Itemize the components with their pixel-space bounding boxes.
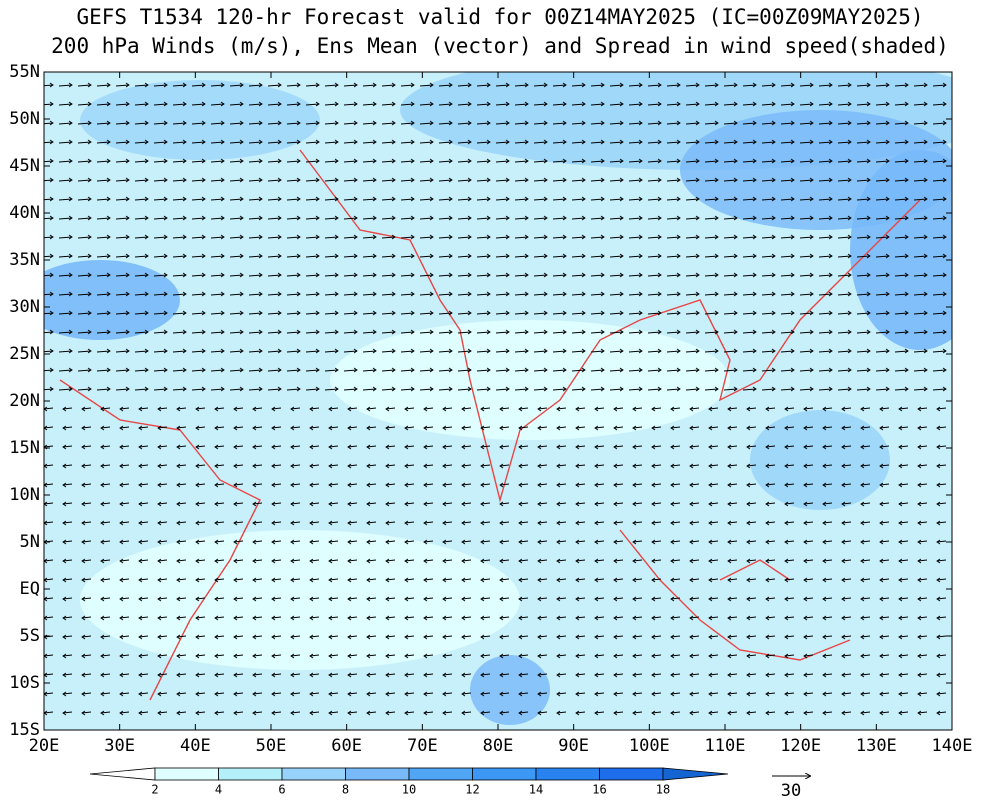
lat-label: 10N — [9, 485, 40, 505]
lat-label: EQ — [20, 579, 40, 599]
colorbar-label: 6 — [278, 783, 285, 797]
lat-label: 5N — [20, 532, 40, 552]
lat-label: 40N — [9, 203, 40, 223]
lon-label: 80E — [483, 736, 514, 756]
lat-label: 15S — [9, 720, 40, 740]
lat-label: 50N — [9, 109, 40, 129]
lon-label: 70E — [407, 736, 438, 756]
wind-vectors — [44, 402, 952, 730]
colorbar-segment — [408, 767, 473, 781]
lat-label: 45N — [9, 156, 40, 176]
lat-label: 35N — [9, 250, 40, 270]
lon-label: 130E — [856, 736, 897, 756]
lon-label: 20E — [29, 736, 60, 756]
colorbar-label: 8 — [342, 783, 349, 797]
colorbar-label: 14 — [529, 783, 543, 797]
colorbar-segment — [662, 767, 729, 781]
lon-label: 140E — [932, 736, 973, 756]
wind-vectors — [44, 72, 952, 402]
reference-label: 30 — [781, 781, 801, 800]
lon-label: 60E — [331, 736, 362, 756]
colorbar-segment — [89, 767, 156, 781]
title: GEFS T1534 120-hr Forecast valid for 00Z… — [76, 5, 923, 29]
lon-label: 30E — [104, 736, 135, 756]
lon-label: 110E — [705, 736, 746, 756]
lon-label: 100E — [629, 736, 670, 756]
lat-label: 30N — [9, 297, 40, 317]
colorbar-segment — [472, 767, 537, 781]
colorbar-label: 16 — [592, 783, 606, 797]
colorbar-segment — [599, 767, 664, 781]
colorbar-segment — [281, 767, 346, 781]
colorbar-segment — [154, 767, 219, 781]
lon-label: 50E — [256, 736, 287, 756]
colorbar: 2 4 6 8 10 12 14 16 18 — [89, 767, 729, 797]
colorbar-segment — [345, 767, 410, 781]
colorbar-label: 4 — [215, 783, 222, 797]
lon-label: 40E — [180, 736, 211, 756]
lon-label: 120E — [780, 736, 821, 756]
colorbar-segment — [218, 767, 283, 781]
lat-label: 10S — [9, 673, 40, 693]
lat-label: 15N — [9, 438, 40, 458]
colorbar-segment — [535, 767, 600, 781]
colorbar-label: 18 — [656, 783, 670, 797]
lon-label: 90E — [558, 736, 589, 756]
colorbar-label: 10 — [402, 783, 416, 797]
colorbar-label: 12 — [465, 783, 479, 797]
subtitle: 200 hPa Winds (m/s), Ens Mean (vector) a… — [51, 34, 949, 58]
lat-label: 55N — [9, 62, 40, 82]
lat-label: 25N — [9, 344, 40, 364]
lat-label: 5S — [20, 626, 40, 646]
map — [44, 72, 952, 730]
colorbar-label: 2 — [151, 783, 158, 797]
lat-label: 20N — [9, 391, 40, 411]
